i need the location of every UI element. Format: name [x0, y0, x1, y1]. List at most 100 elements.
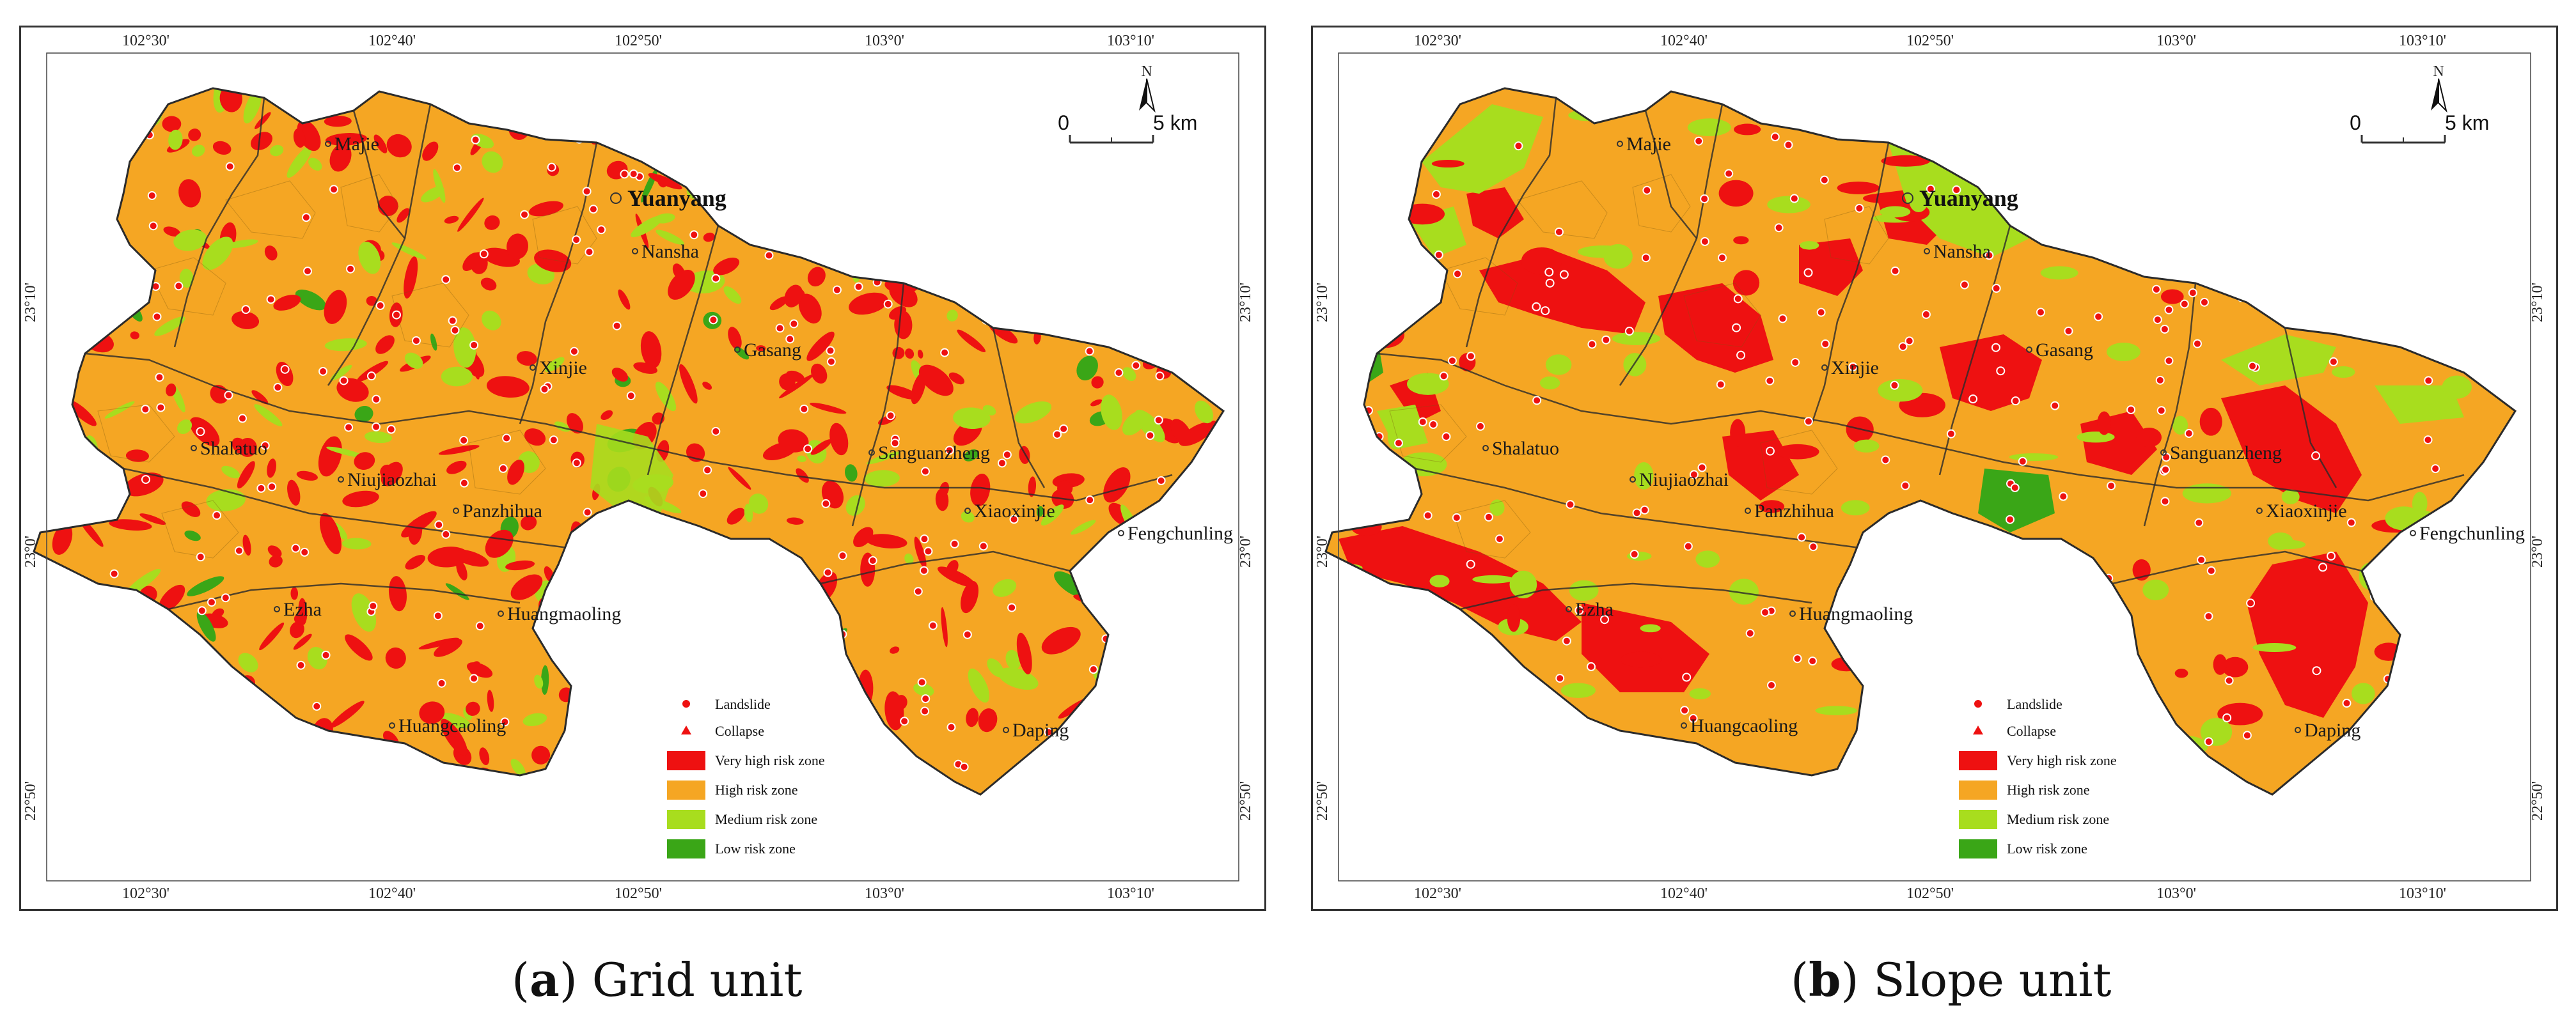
landslide-point: [2222, 713, 2232, 723]
very-high-risk-area: [1339, 526, 1582, 641]
risk-patch: [305, 89, 329, 110]
risk-patch: [77, 285, 95, 297]
landslide-point: [66, 231, 75, 240]
landslide-point: [1466, 559, 1475, 569]
risk-patch: [2103, 243, 2124, 260]
bottom-tick-label: 102°50': [1906, 885, 1954, 902]
risk-patch: [1168, 627, 1184, 642]
landslide-point: [1514, 141, 1523, 151]
risk-patch: [1157, 703, 1173, 733]
landslide-point: [2059, 492, 2068, 501]
top-tick-label: 103°10': [2399, 33, 2446, 49]
risk-patch: [436, 713, 471, 729]
risk-patch: [1001, 313, 1026, 320]
risk-patch: [884, 691, 904, 731]
town-boundary: [1644, 110, 1697, 239]
risk-patch: [730, 577, 765, 597]
risk-patch: [723, 286, 742, 304]
risk-patch: [426, 774, 468, 791]
risk-patch: [867, 451, 900, 465]
landslide-point: [1168, 281, 1177, 291]
terrain-texture: [1683, 283, 1761, 348]
town-marker: Gasang: [734, 339, 801, 361]
risk-patch: [865, 134, 877, 162]
landslide-point: [2424, 376, 2433, 385]
risk-patch: [1815, 706, 1858, 715]
risk-patch: [703, 232, 715, 242]
landslide-point: [638, 600, 648, 610]
risk-patch: [927, 251, 946, 267]
bottom-tick-label: 102°30': [122, 885, 169, 902]
risk-patch: [2281, 489, 2300, 504]
landslide-point: [1562, 636, 1571, 646]
landslide-point: [273, 383, 283, 392]
risk-patch: [250, 132, 273, 150]
town-dot-icon: [1924, 248, 1930, 254]
landslide-point: [890, 439, 900, 448]
risk-patch: [1387, 186, 1414, 196]
risk-patch: [1612, 332, 1661, 345]
risk-patch: [70, 651, 82, 669]
landslide-point: [2248, 361, 2258, 371]
risk-patch: [2034, 652, 2071, 664]
landslide-point: [141, 405, 150, 414]
risk-patch: [941, 607, 948, 648]
risk-patch: [1091, 376, 1104, 389]
landslide-point: [2148, 194, 2158, 203]
town-marker: Xiaoxinjie: [964, 501, 1055, 522]
risk-patch: [627, 741, 637, 763]
landslide-point: [1193, 216, 1203, 226]
landslide-point: [1586, 662, 1596, 671]
risk-patch: [482, 310, 501, 330]
county-marker: Yuanyang: [1902, 185, 2018, 211]
landslide-point: [280, 364, 290, 374]
town-label: Nansha: [641, 241, 699, 262]
landslide-point: [900, 717, 909, 726]
risk-patch: [868, 88, 883, 109]
landslide-point: [2011, 396, 2020, 406]
risk-patch: [798, 293, 822, 324]
landslide-point: [1697, 463, 1707, 472]
risk-patch: [430, 333, 437, 351]
landslide-point: [563, 658, 572, 668]
risk-patch: [386, 134, 412, 158]
landslide-point: [1127, 643, 1136, 653]
risk-patch: [168, 129, 183, 150]
risk-patch: [679, 364, 698, 404]
left-tick-label: 22°50': [1314, 781, 1331, 821]
town-dot-icon: [325, 141, 331, 147]
risk-patch: [143, 642, 176, 655]
landslide-icon: [681, 699, 691, 709]
town-marker: Fengchunling: [2410, 523, 2525, 544]
map-panel-slope-unit: 102°30' 102°30' 102°40' 102°40' 102°50' 102°5…: [1311, 26, 2558, 911]
landslide-point: [70, 165, 79, 175]
landslide-point: [448, 316, 457, 325]
landslide-point: [1765, 446, 1775, 456]
landslide-point: [2329, 357, 2338, 366]
top-tick-label: 102°30': [1414, 33, 1461, 49]
risk-patch: [864, 470, 900, 487]
risk-patch: [1166, 706, 1195, 722]
town-label: Majie: [1626, 134, 1671, 155]
landslide-point: [1475, 421, 1485, 431]
landslide-point: [1642, 185, 1652, 195]
county-seat-icon: [610, 192, 622, 204]
landslide-point: [2156, 406, 2166, 416]
landslide-point: [1930, 628, 1940, 637]
town-boundary: [519, 142, 598, 424]
landslide-point: [2244, 141, 2254, 150]
risk-patch: [849, 292, 888, 315]
landslide-point: [2160, 497, 2170, 506]
risk-patch: [326, 446, 366, 458]
risk-patch: [946, 214, 969, 240]
landslide-point: [61, 407, 71, 417]
landslide-point: [1793, 654, 1802, 664]
risk-patch: [290, 587, 299, 600]
very-high-risk-area: [1582, 603, 1709, 692]
landslide-point: [1890, 266, 1900, 276]
town-label: Niujiaozhai: [347, 469, 437, 490]
risk-patch: [178, 179, 201, 208]
landslide-point: [913, 587, 923, 596]
landslide-point: [1164, 658, 1174, 667]
top-tick-label: 102°40': [1660, 33, 1708, 49]
